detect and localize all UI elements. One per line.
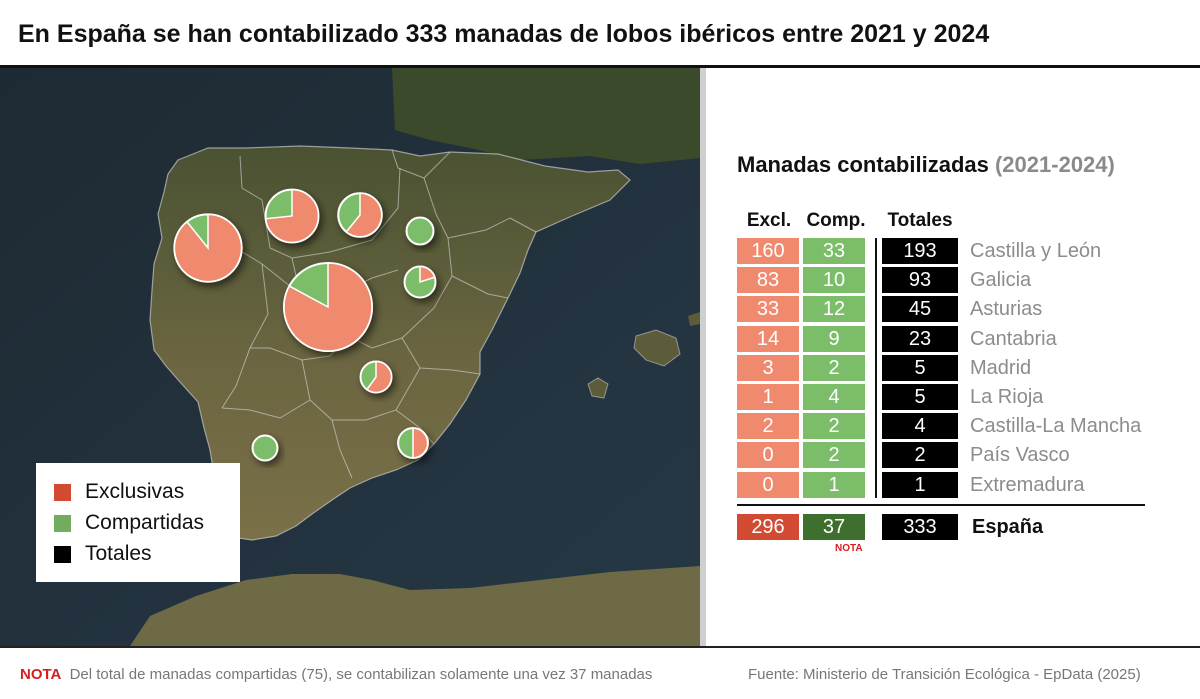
france-landmass (392, 68, 700, 164)
legend-item-exclusivas: Exclusivas (54, 479, 184, 505)
pie-slice-compartidas (405, 216, 435, 246)
row-excl-cell: 160 (737, 238, 799, 264)
pie-slice-exclusivas (173, 213, 243, 283)
pie-slice-exclusivas (365, 360, 393, 394)
legend-item-compartidas: Compartidas (54, 510, 204, 536)
legend-label-exclusivas: Exclusivas (85, 480, 185, 503)
row-comp-cell: 2 (803, 442, 865, 468)
pie-marker (337, 192, 383, 238)
pie-slice-exclusivas (412, 427, 429, 459)
mallorca (633, 329, 681, 367)
pie-slice-compartidas (251, 434, 279, 462)
row-comp-cell: 9 (803, 326, 865, 352)
pie-marker (173, 213, 243, 283)
row-comp-cell: 1 (803, 472, 865, 498)
column-header-totales: Totales (887, 210, 953, 231)
row-region-label: Madrid (970, 357, 1032, 379)
row-region-label: Cantabria (970, 328, 1057, 350)
menorca (688, 312, 700, 326)
row-region-label: Extremadura (970, 474, 1085, 496)
legend-swatch-exclusivas (54, 483, 71, 501)
nota-marker: NOTA (835, 543, 863, 554)
source: Fuente: Ministerio de Transición Ecológi… (748, 666, 1141, 683)
row-excl-cell: 14 (737, 326, 799, 352)
pie-marker (405, 216, 435, 246)
pie-slice-exclusivas (345, 192, 383, 238)
row-region-label: Castilla y León (970, 240, 1102, 262)
total-excl-cell: 296 (737, 514, 799, 540)
row-excl-cell: 0 (737, 472, 799, 498)
row-excl-cell: 33 (737, 296, 799, 322)
panel-title: Manadas contabilizadas (2021-2024) (737, 152, 1115, 178)
total-total-cell: 333 (882, 514, 958, 540)
row-excl-cell: 3 (737, 355, 799, 381)
footnote-label: NOTA (20, 666, 62, 683)
row-excl-cell: 2 (737, 413, 799, 439)
row-comp-cell: 10 (803, 267, 865, 293)
row-total-cell: 5 (882, 355, 958, 381)
table-total-divider (737, 504, 1145, 506)
footnote-text: Del total de manadas compartidas (75), s… (69, 666, 653, 683)
pie-marker (251, 434, 279, 462)
pie-slice-exclusivas (419, 265, 436, 284)
pie-marker (397, 427, 429, 459)
legend-label-compartidas: Compartidas (85, 511, 205, 534)
panel-title-period: (2021-2024) (994, 152, 1115, 177)
table-column-divider (875, 238, 877, 498)
row-excl-cell: 83 (737, 267, 799, 293)
footer-divider (0, 646, 1200, 648)
row-region-label: País Vasco (970, 444, 1070, 466)
row-region-label: La Rioja (970, 386, 1044, 408)
legend-swatch-totales (54, 545, 71, 563)
row-comp-cell: 2 (803, 355, 865, 381)
row-region-label: Galicia (970, 269, 1032, 291)
row-total-cell: 23 (882, 326, 958, 352)
page-title: En España se han contabilizado 333 manad… (18, 20, 990, 48)
title-divider (0, 65, 1200, 68)
legend-item-totales: Totales (54, 541, 152, 567)
legend-label-totales: Totales (85, 542, 152, 565)
total-comp-cell: 37 (803, 514, 865, 540)
panel-title-main: Manadas contabilizadas (737, 152, 989, 177)
row-total-cell: 93 (882, 267, 958, 293)
row-total-cell: 4 (882, 413, 958, 439)
morocco-coast (130, 566, 700, 646)
pie-marker (283, 262, 373, 352)
column-header-comp: Comp. (806, 210, 866, 231)
row-total-cell: 2 (882, 442, 958, 468)
row-region-label: Asturias (970, 298, 1043, 320)
row-comp-cell: 4 (803, 384, 865, 410)
row-excl-cell: 0 (737, 442, 799, 468)
footnote: NOTA Del total de manadas compartidas (7… (20, 666, 652, 683)
row-excl-cell: 1 (737, 384, 799, 410)
pie-slice-exclusivas (283, 262, 373, 352)
row-total-cell: 193 (882, 238, 958, 264)
row-comp-cell: 33 (803, 238, 865, 264)
row-comp-cell: 12 (803, 296, 865, 322)
column-header-excl: Excl. (746, 210, 792, 231)
pie-marker (359, 360, 393, 394)
legend-swatch-compartidas (54, 514, 71, 532)
map-separator (700, 68, 706, 646)
ibiza (587, 377, 609, 399)
legend: Exclusivas Compartidas Totales (36, 463, 240, 582)
total-region-label: España (972, 516, 1044, 538)
row-total-cell: 45 (882, 296, 958, 322)
row-total-cell: 5 (882, 384, 958, 410)
pie-marker (264, 188, 320, 244)
row-comp-cell: 2 (803, 413, 865, 439)
pie-slice-exclusivas (264, 188, 320, 244)
row-total-cell: 1 (882, 472, 958, 498)
row-region-label: Castilla-La Mancha (970, 415, 1142, 437)
pie-marker (403, 265, 437, 299)
pie-markers (173, 188, 437, 462)
